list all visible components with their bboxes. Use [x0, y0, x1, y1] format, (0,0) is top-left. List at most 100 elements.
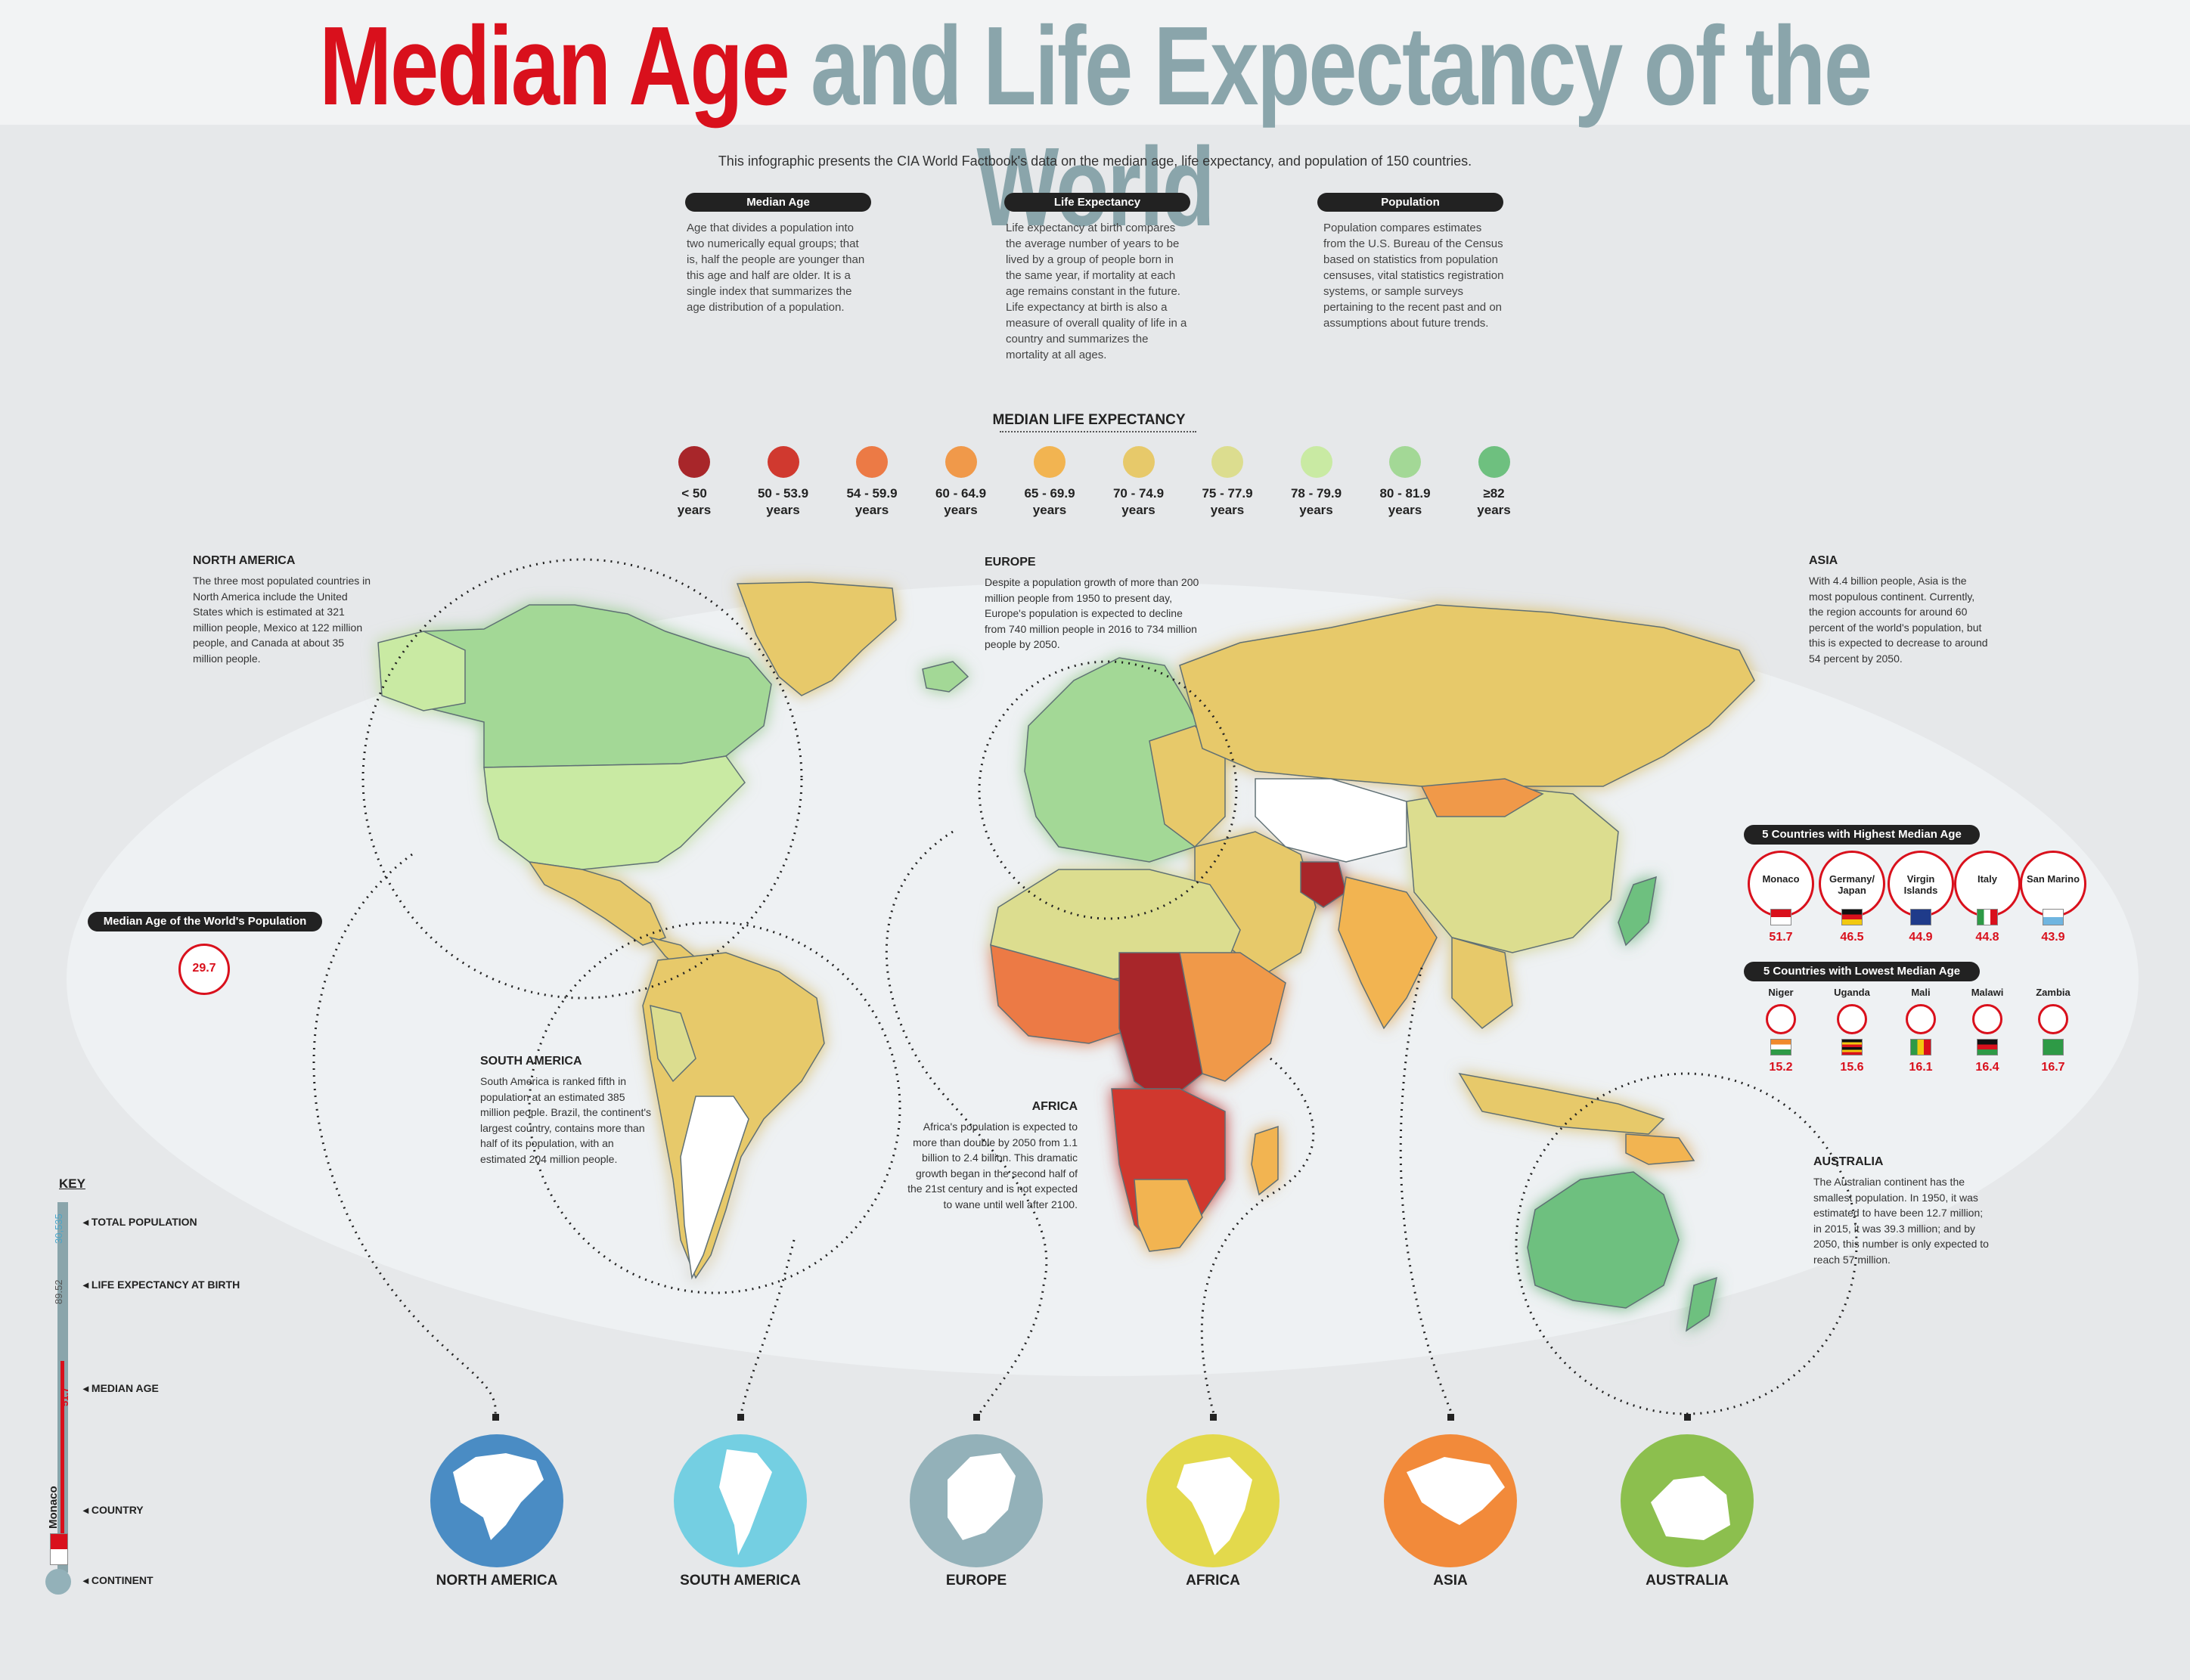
legend-label: 80 - 81.9 years — [1367, 485, 1443, 519]
lowest-country-name: Zambia — [2036, 987, 2071, 998]
region-title-australia: AUSTRALIA — [1813, 1155, 1884, 1168]
region-text-africa: Africa's population is expected to more … — [907, 1121, 1078, 1210]
key-sample-life: 89.52 — [53, 1279, 64, 1304]
highest-country-value: 44.8 — [1975, 931, 1999, 944]
key-title: KEY — [59, 1176, 85, 1191]
world-median-pill: Median Age of the World's Population — [88, 912, 322, 931]
key-bar-median — [60, 1361, 64, 1550]
definition-population: Population compares estimates from the U… — [1323, 222, 1504, 330]
world-median-ring — [178, 944, 230, 995]
canada-shape — [381, 604, 772, 768]
lowest-country-value: 15.2 — [1769, 1061, 1793, 1074]
key-total-population-label: TOTAL POPULATION — [91, 1216, 197, 1228]
south-africa-shape — [1134, 1179, 1203, 1252]
legend-label: 54 - 59.9 years — [834, 485, 910, 519]
legend-range: 80 - 81.9 — [1379, 486, 1431, 501]
legend-unit: years — [944, 503, 978, 517]
legend-swatch — [678, 446, 710, 478]
flag-icon — [2043, 909, 2064, 925]
north-america-ring — [361, 558, 803, 1000]
legend-label: 78 - 79.9 years — [1279, 485, 1354, 519]
flag-icon — [1841, 1039, 1863, 1055]
definition-life-expectancy: Life expectancy at birth compares the av… — [1006, 222, 1187, 361]
connector-end-south-america — [737, 1414, 744, 1421]
continent-silhouette-icon — [1177, 1457, 1252, 1555]
region-text-south-america: South America is ranked fifth in populat… — [480, 1075, 652, 1165]
connector-south-america — [740, 1239, 796, 1415]
key-country-label: COUNTRY — [91, 1504, 144, 1516]
lowest-country-value: 15.6 — [1840, 1061, 1864, 1074]
lowest-median-pill: 5 Countries with Lowest Median Age — [1744, 962, 1980, 981]
australia-ring — [1515, 1072, 1858, 1415]
continent-label: NORTH AMERICA — [436, 1573, 558, 1589]
connector-end-europe — [973, 1414, 980, 1421]
east-africa-shape — [1179, 952, 1286, 1082]
iceland-shape — [922, 661, 969, 693]
key-flag-icon — [50, 1533, 68, 1565]
new-guinea-shape — [1625, 1133, 1695, 1165]
connector-north-america — [312, 853, 497, 1415]
indonesia-shape — [1458, 1072, 1665, 1135]
legend-label: 60 - 64.9 years — [923, 485, 999, 519]
usa-shape — [483, 755, 746, 870]
highest-country-value: 44.9 — [1909, 931, 1933, 944]
intro-text: This infographic presents the CIA World … — [718, 153, 1472, 169]
highest-country-value: 51.7 — [1769, 931, 1793, 944]
highest-country-ring — [1819, 851, 1885, 917]
highest-country-name: San Marino — [2026, 873, 2080, 885]
new-zealand-shape — [1685, 1276, 1717, 1332]
region-title-europe: EUROPE — [985, 556, 1036, 569]
continent-label: AFRICA — [1186, 1573, 1240, 1589]
key-total-population: ◂ TOTAL POPULATION — [83, 1216, 197, 1228]
legend-swatch — [1478, 446, 1510, 478]
key-continent: ◂ CONTINENT — [83, 1574, 154, 1586]
continent-circle — [1146, 1434, 1280, 1567]
continent-circle — [910, 1434, 1043, 1567]
lowest-country-ring — [2038, 1004, 2068, 1034]
title-rest: and Life Expectancy of the World — [811, 4, 1872, 250]
legend-swatch — [1389, 446, 1421, 478]
legend-range: 75 - 77.9 — [1202, 486, 1253, 501]
continent-label: SOUTH AMERICA — [680, 1573, 801, 1589]
japan-shape — [1618, 876, 1657, 947]
argentina-chile-shape — [680, 1096, 749, 1280]
definition-median-age: Age that divides a population into two n… — [687, 222, 865, 314]
flag-icon — [1910, 1039, 1931, 1055]
legend-unit: years — [766, 503, 800, 517]
flag-icon — [1770, 1039, 1791, 1055]
legend-label: < 50 years — [656, 485, 732, 519]
definition-pill-median-age: Median Age — [685, 193, 871, 212]
legend-swatch — [945, 446, 977, 478]
highest-country-name: Italy — [1977, 873, 1997, 885]
highest-country-value: 43.9 — [2041, 931, 2065, 944]
continent-silhouette-icon — [948, 1453, 1016, 1540]
region-title-asia: ASIA — [1809, 554, 1838, 567]
russia-shape — [1179, 604, 1755, 787]
legend-unit: years — [1121, 503, 1155, 517]
key-median-age: ◂ MEDIAN AGE — [83, 1382, 159, 1394]
legend-underline — [1000, 431, 1196, 432]
highest-country-name: Virgin Islands — [1903, 873, 1938, 896]
legend-swatch — [1211, 446, 1243, 478]
madagascar-shape — [1251, 1125, 1279, 1196]
legend-unit: years — [677, 503, 712, 517]
legend-range: 65 - 69.9 — [1024, 486, 1075, 501]
continent-label: ASIA — [1433, 1573, 1468, 1589]
definition-pill-life-expectancy: Life Expectancy — [1004, 193, 1190, 212]
lowest-country-name: Mali — [1911, 987, 1931, 998]
east-europe-shape — [1149, 725, 1226, 848]
connector-end-australia — [1684, 1414, 1691, 1421]
continent-silhouette-icon — [453, 1453, 544, 1540]
legend-label: 50 - 53.9 years — [746, 485, 821, 519]
highest-country-name: Germany/ Japan — [1829, 873, 1875, 896]
region-title-africa: AFRICA — [1031, 1100, 1078, 1113]
key-life-expectancy: ◂ LIFE EXPECTANCY AT BIRTH — [83, 1279, 240, 1291]
alaska-shape — [377, 631, 466, 711]
europe-ring — [978, 660, 1238, 920]
legend-range: 54 - 59.9 — [846, 486, 898, 501]
lowest-country-value: 16.7 — [2041, 1061, 2065, 1074]
greenland-shape — [736, 581, 897, 696]
legend-range: < 50 — [681, 486, 707, 501]
legend-unit: years — [855, 503, 889, 517]
